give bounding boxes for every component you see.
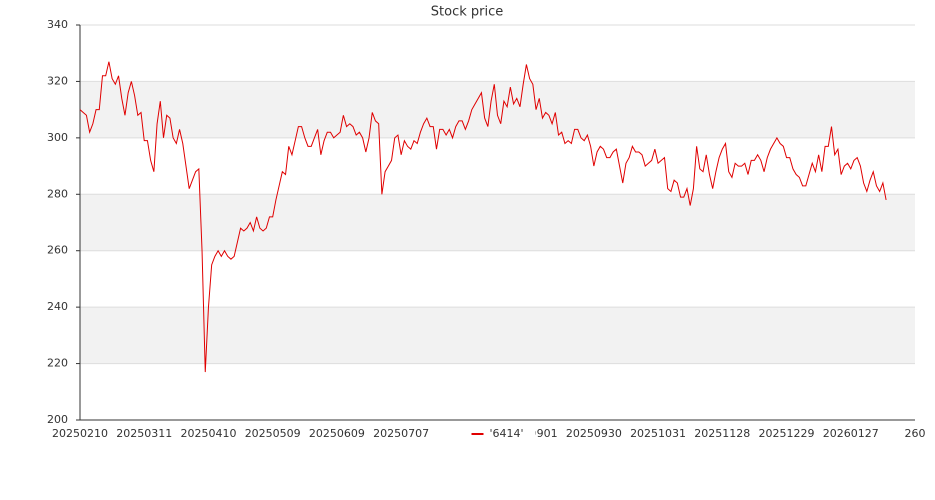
x-tick-label: 20250311 <box>116 427 172 440</box>
legend-bg <box>465 426 536 442</box>
y-tick-label: 340 <box>47 18 68 31</box>
x-tick-label: 20251128 <box>694 427 750 440</box>
y-tick-label: 280 <box>47 187 68 200</box>
x-tick-label: 20250609 <box>309 427 365 440</box>
chart-title: Stock price <box>431 5 503 20</box>
grid-band <box>80 81 915 138</box>
y-tick-label: 260 <box>47 244 68 257</box>
x-tick-label: 20250509 <box>245 427 301 440</box>
x-tick-label: 260 <box>905 427 926 440</box>
series-line <box>79 61 887 373</box>
y-tick-label: 300 <box>47 131 68 144</box>
y-tick-label: 320 <box>47 74 68 87</box>
grid-band <box>80 194 915 251</box>
y-tick-label: 220 <box>47 357 68 370</box>
x-tick-label: 20250210 <box>52 427 108 440</box>
grid-band <box>80 307 915 364</box>
x-tick-label: 20250707 <box>373 427 429 440</box>
y-tick-label: 240 <box>47 300 68 313</box>
x-tick-label: 20250930 <box>566 427 622 440</box>
x-tick-label: 20250410 <box>180 427 236 440</box>
x-tick-label: 20251031 <box>630 427 686 440</box>
x-tick-label: 20260127 <box>823 427 879 440</box>
y-tick-label: 200 <box>47 413 68 426</box>
x-tick-label: 20251229 <box>759 427 815 440</box>
legend-label: '6414' <box>490 427 524 440</box>
